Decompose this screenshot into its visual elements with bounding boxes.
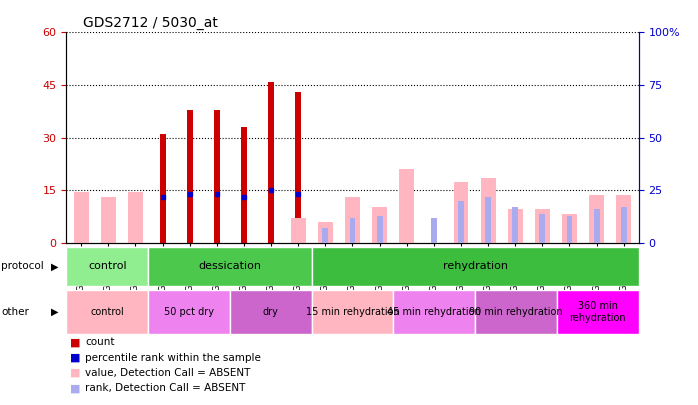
Bar	[512, 207, 518, 243]
Bar	[535, 209, 550, 243]
Bar	[66, 247, 148, 286]
Bar	[557, 290, 639, 334]
Bar	[291, 218, 306, 243]
Text: value, Detection Call = ABSENT: value, Detection Call = ABSENT	[85, 368, 251, 378]
Bar	[160, 134, 165, 243]
Bar	[311, 247, 639, 286]
Bar	[187, 110, 193, 243]
Bar	[616, 194, 631, 243]
Bar	[128, 192, 143, 243]
Bar	[230, 290, 311, 334]
Text: 45 min rehydration: 45 min rehydration	[387, 307, 481, 317]
Bar	[458, 201, 464, 243]
Text: 50 pct dry: 50 pct dry	[164, 307, 214, 317]
Bar	[394, 290, 475, 334]
Bar	[475, 290, 557, 334]
Text: ■: ■	[70, 337, 80, 347]
Bar	[148, 290, 230, 334]
Text: rehydration: rehydration	[443, 261, 507, 271]
Text: ■: ■	[70, 384, 80, 393]
Text: ■: ■	[70, 353, 80, 362]
Text: 15 min rehydration: 15 min rehydration	[306, 307, 399, 317]
Bar	[322, 228, 328, 243]
Bar	[485, 197, 491, 243]
Text: 90 min rehydration: 90 min rehydration	[469, 307, 563, 317]
Bar	[372, 207, 387, 243]
Bar	[268, 81, 274, 243]
Text: dessication: dessication	[198, 261, 261, 271]
Bar	[589, 194, 604, 243]
Bar	[66, 290, 148, 334]
Text: percentile rank within the sample: percentile rank within the sample	[85, 353, 261, 362]
Bar	[350, 218, 355, 243]
Text: ■: ■	[70, 368, 80, 378]
Bar	[345, 197, 360, 243]
Text: ▶: ▶	[51, 307, 59, 317]
Bar	[567, 215, 572, 243]
Bar	[214, 110, 220, 243]
Text: control: control	[90, 307, 124, 317]
Text: GDS2712 / 5030_at: GDS2712 / 5030_at	[84, 16, 218, 30]
Bar	[74, 192, 89, 243]
Bar	[562, 213, 577, 243]
Bar	[454, 182, 468, 243]
Bar	[377, 215, 383, 243]
Text: 360 min
rehydration: 360 min rehydration	[570, 301, 626, 323]
Bar	[621, 207, 627, 243]
Text: ▶: ▶	[51, 261, 59, 271]
Bar	[311, 290, 394, 334]
Text: count: count	[85, 337, 114, 347]
Text: other: other	[1, 307, 29, 317]
Bar	[540, 213, 545, 243]
Text: rank, Detection Call = ABSENT: rank, Detection Call = ABSENT	[85, 384, 246, 393]
Text: protocol: protocol	[1, 261, 44, 271]
Bar	[101, 197, 116, 243]
Bar	[399, 169, 414, 243]
Text: control: control	[88, 261, 126, 271]
Bar	[318, 222, 333, 243]
Bar	[295, 92, 302, 243]
Bar	[241, 127, 247, 243]
Bar	[431, 218, 437, 243]
Text: dry: dry	[262, 307, 279, 317]
Bar	[148, 247, 311, 286]
Bar	[507, 209, 523, 243]
Bar	[481, 178, 496, 243]
Bar	[593, 209, 600, 243]
